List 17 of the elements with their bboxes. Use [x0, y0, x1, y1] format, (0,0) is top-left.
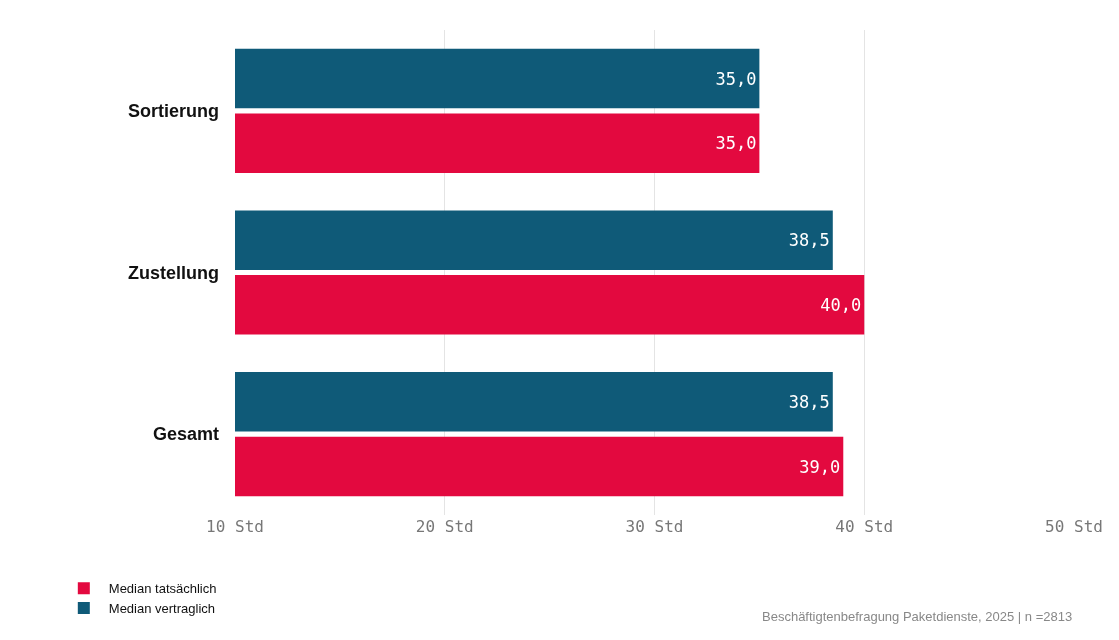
legend-label: Median vertraglich: [108, 601, 216, 617]
x-tick-label: 20 Std: [415, 517, 474, 536]
x-tick-label: 40 Std: [835, 517, 894, 536]
x-tick-label: 10 Std: [206, 517, 264, 536]
data-label: 38,5: [788, 230, 830, 251]
y-tick-label: Sortierung: [127, 101, 219, 122]
data-label: 35,0: [715, 68, 757, 89]
y-tick-label: Gesamt: [152, 424, 219, 445]
x-tick-label: 30 Std: [625, 517, 684, 536]
data-label: 40,0: [820, 294, 862, 315]
y-tick-label: Zustellung: [128, 262, 219, 283]
legend-label: Median tatsächlich: [108, 581, 217, 597]
data-label: 39,0: [799, 456, 841, 477]
text: Beschäftigtenbefragung Paketdienste, 2025 | n =2813: [762, 609, 1073, 624]
data-label: 38,5: [788, 391, 830, 412]
data-label: 35,0: [715, 133, 757, 154]
x-tick-label: 50 Std: [1045, 517, 1103, 536]
